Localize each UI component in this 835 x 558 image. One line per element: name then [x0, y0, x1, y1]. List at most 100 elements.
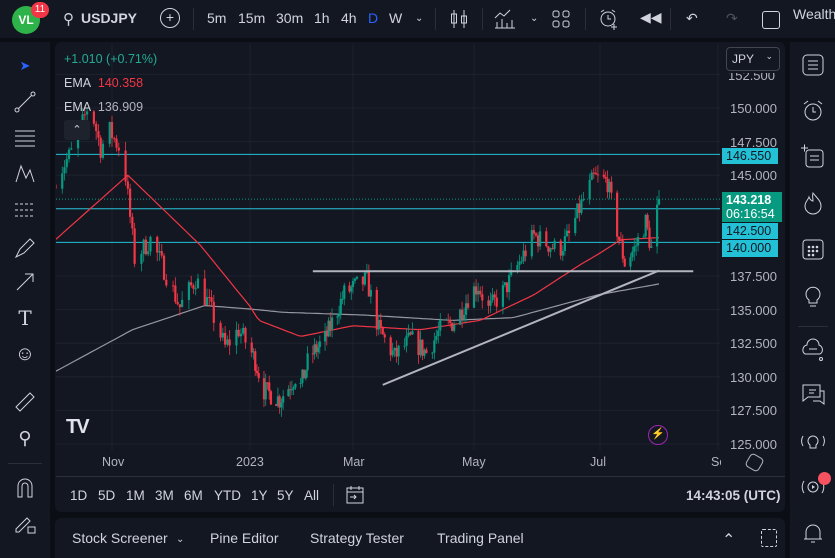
- arrow-tool-icon[interactable]: [13, 270, 37, 294]
- redo-icon[interactable]: ↷: [726, 10, 738, 26]
- candle: [306, 353, 309, 371]
- range-ytd[interactable]: YTD: [214, 488, 241, 503]
- candle: [228, 339, 231, 346]
- candle: [178, 304, 181, 308]
- tab-pine-editor[interactable]: Pine Editor: [210, 530, 279, 546]
- stock-screener-chevron-down-icon[interactable]: ⌄: [176, 534, 185, 545]
- ema-slow-value: 136.909: [97, 100, 144, 114]
- range-6m[interactable]: 6M: [184, 488, 203, 503]
- candle: [407, 332, 410, 336]
- maximize-panel-icon[interactable]: [761, 529, 777, 547]
- notifications-bell-icon[interactable]: [800, 520, 826, 546]
- range-5y[interactable]: 5Y: [277, 488, 294, 503]
- ema-slow-legend[interactable]: EMA 136.909: [64, 100, 143, 114]
- candle: [489, 300, 492, 306]
- calendar-icon[interactable]: [800, 236, 826, 262]
- currency-select[interactable]: JPY ⌄: [726, 47, 780, 71]
- fib-retracement-icon[interactable]: [13, 126, 37, 150]
- alerts-clock-icon[interactable]: [800, 98, 826, 124]
- candle: [194, 288, 197, 290]
- broadcast-notification-dot: [818, 472, 831, 485]
- add-note-icon[interactable]: [800, 144, 826, 170]
- expand-panel-chevron-up-icon[interactable]: ⌃: [722, 532, 736, 549]
- range-1d[interactable]: 1D: [70, 488, 88, 503]
- go-to-date-calendar-icon[interactable]: [345, 485, 365, 505]
- emoji-icon[interactable]: ☺: [14, 342, 36, 365]
- interval-w[interactable]: W: [389, 10, 403, 26]
- streams-lightbulb-icon[interactable]: [800, 428, 826, 454]
- tab-stock-screener[interactable]: Stock Screener: [72, 530, 168, 546]
- candle: [545, 231, 548, 247]
- candle: [67, 149, 71, 160]
- interval-5m[interactable]: 5m: [207, 10, 227, 26]
- replay-rewind-icon[interactable]: ◀◀: [640, 9, 662, 25]
- symbol-search[interactable]: USDJPY: [81, 10, 138, 26]
- lightning-events-icon[interactable]: ⚡: [648, 425, 668, 445]
- alert-clock-icon[interactable]: [598, 8, 620, 30]
- indicators-chevron-down-icon[interactable]: ⌄: [530, 13, 539, 24]
- candle: [311, 353, 314, 355]
- intervals-chevron-down-icon[interactable]: ⌄: [415, 13, 424, 24]
- candle: [629, 257, 632, 267]
- candle: [397, 345, 400, 357]
- candle: [377, 319, 380, 330]
- chats-cloud-icon[interactable]: [800, 336, 826, 362]
- compare-symbol-plus-icon[interactable]: +: [160, 8, 180, 28]
- candle: [262, 378, 266, 400]
- magnet-icon[interactable]: [13, 476, 37, 500]
- interval-d-active[interactable]: D: [368, 10, 379, 26]
- candle: [363, 272, 367, 285]
- candle: [477, 290, 480, 295]
- interval-30m[interactable]: 30m: [276, 10, 304, 26]
- candle: [518, 261, 521, 266]
- candle: [278, 396, 281, 408]
- range-all[interactable]: All: [304, 488, 320, 503]
- candle: [133, 228, 136, 264]
- range-3m[interactable]: 3M: [155, 488, 174, 503]
- fullscreen-icon[interactable]: [762, 11, 780, 29]
- prediction-tool-icon[interactable]: [13, 198, 37, 222]
- text-tool-icon[interactable]: T: [18, 306, 32, 330]
- interval-4h[interactable]: 4h: [341, 10, 357, 26]
- candle: [655, 204, 659, 247]
- lock-drawings-icon[interactable]: [13, 512, 37, 536]
- brush-tool-icon[interactable]: [13, 236, 37, 260]
- range-5d[interactable]: 5D: [98, 488, 116, 503]
- interval-1h[interactable]: 1h: [314, 10, 330, 26]
- ruler-icon[interactable]: [13, 390, 37, 414]
- watchlist-icon[interactable]: [800, 52, 826, 78]
- time-label: May: [462, 455, 486, 469]
- search-icon[interactable]: ⚲: [63, 11, 74, 28]
- collapse-legend-chevron-up-icon[interactable]: ⌃: [64, 120, 90, 140]
- zoom-in-icon[interactable]: ⚲: [18, 427, 32, 448]
- hotlists-flame-icon[interactable]: [800, 190, 826, 216]
- ideas-lightbulb-icon[interactable]: [800, 282, 826, 308]
- ema-fast-value: 140.358: [97, 76, 144, 90]
- candle: [493, 294, 496, 298]
- candle: [487, 300, 490, 306]
- candle: [474, 286, 478, 295]
- cursor-arrow-icon[interactable]: ➤: [19, 58, 31, 73]
- indicators-icon[interactable]: [494, 9, 516, 29]
- candles-chart-type-icon[interactable]: [450, 9, 468, 29]
- candle: [451, 322, 454, 331]
- range-1y[interactable]: 1Y: [251, 488, 268, 503]
- trend-line-tool-icon[interactable]: [13, 90, 37, 114]
- candle: [635, 245, 638, 247]
- layout-grid-icon[interactable]: [552, 10, 570, 28]
- price-label: 127.500: [730, 403, 777, 418]
- messages-icon[interactable]: [800, 382, 826, 408]
- interval-15m[interactable]: 15m: [238, 10, 266, 26]
- ema-fast-legend[interactable]: EMA 140.358: [64, 76, 143, 90]
- account-label[interactable]: Wealth: [793, 6, 835, 22]
- pattern-tool-icon[interactable]: [13, 162, 37, 186]
- range-1m[interactable]: 1M: [126, 488, 145, 503]
- undo-icon[interactable]: ↶: [686, 10, 698, 26]
- tab-strategy-tester[interactable]: Strategy Tester: [310, 530, 404, 546]
- candle: [604, 176, 607, 179]
- candle: [505, 282, 509, 293]
- utc-clock[interactable]: 14:43:05 (UTC): [686, 488, 781, 503]
- candle: [369, 289, 372, 297]
- tab-trading-panel[interactable]: Trading Panel: [437, 530, 524, 546]
